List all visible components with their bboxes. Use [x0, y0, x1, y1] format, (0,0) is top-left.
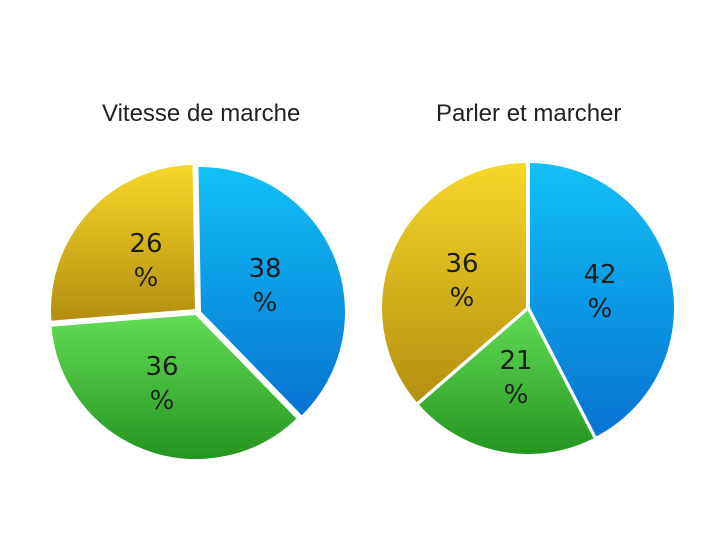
data-label-unit-chart1-2: % — [150, 386, 175, 416]
data-label-value-chart2-2: 21 — [499, 346, 532, 376]
pie-slice-chart1-1 — [196, 165, 347, 419]
data-label-unit-chart2-1: % — [588, 294, 613, 324]
data-label-value-chart1-3: 26 — [129, 229, 162, 259]
pie-slice-chart1-3 — [49, 163, 198, 323]
data-label-chart2-1: 42% — [583, 260, 616, 324]
data-label-unit-chart1-3: % — [134, 263, 159, 293]
data-label-chart2-2: 21% — [499, 346, 532, 410]
pie-slice-chart2-1 — [528, 160, 676, 440]
chart-title-vitesse-de-marche: Vitesse de marche — [102, 100, 301, 127]
pie-slice-chart2-3 — [380, 160, 528, 406]
data-label-value-chart1-2: 36 — [145, 352, 178, 382]
pie-slice-chart2-2 — [416, 307, 597, 456]
data-label-unit-chart1-1: % — [253, 288, 278, 318]
data-label-chart1-1: 38% — [248, 254, 281, 318]
data-label-chart1-2: 36% — [145, 352, 178, 416]
data-label-value-chart1-1: 38 — [248, 254, 281, 284]
data-label-value-chart2-1: 42 — [583, 260, 616, 290]
data-label-chart1-3: 26% — [129, 229, 162, 293]
data-label-value-chart2-3: 36 — [445, 249, 478, 279]
data-label-chart2-3: 36% — [445, 249, 478, 313]
chart-title-parler-et-marcher: Parler et marcher — [436, 100, 622, 127]
pie-slice-chart1-2 — [49, 312, 300, 461]
data-label-unit-chart2-2: % — [504, 380, 529, 410]
data-label-unit-chart2-3: % — [450, 283, 475, 313]
